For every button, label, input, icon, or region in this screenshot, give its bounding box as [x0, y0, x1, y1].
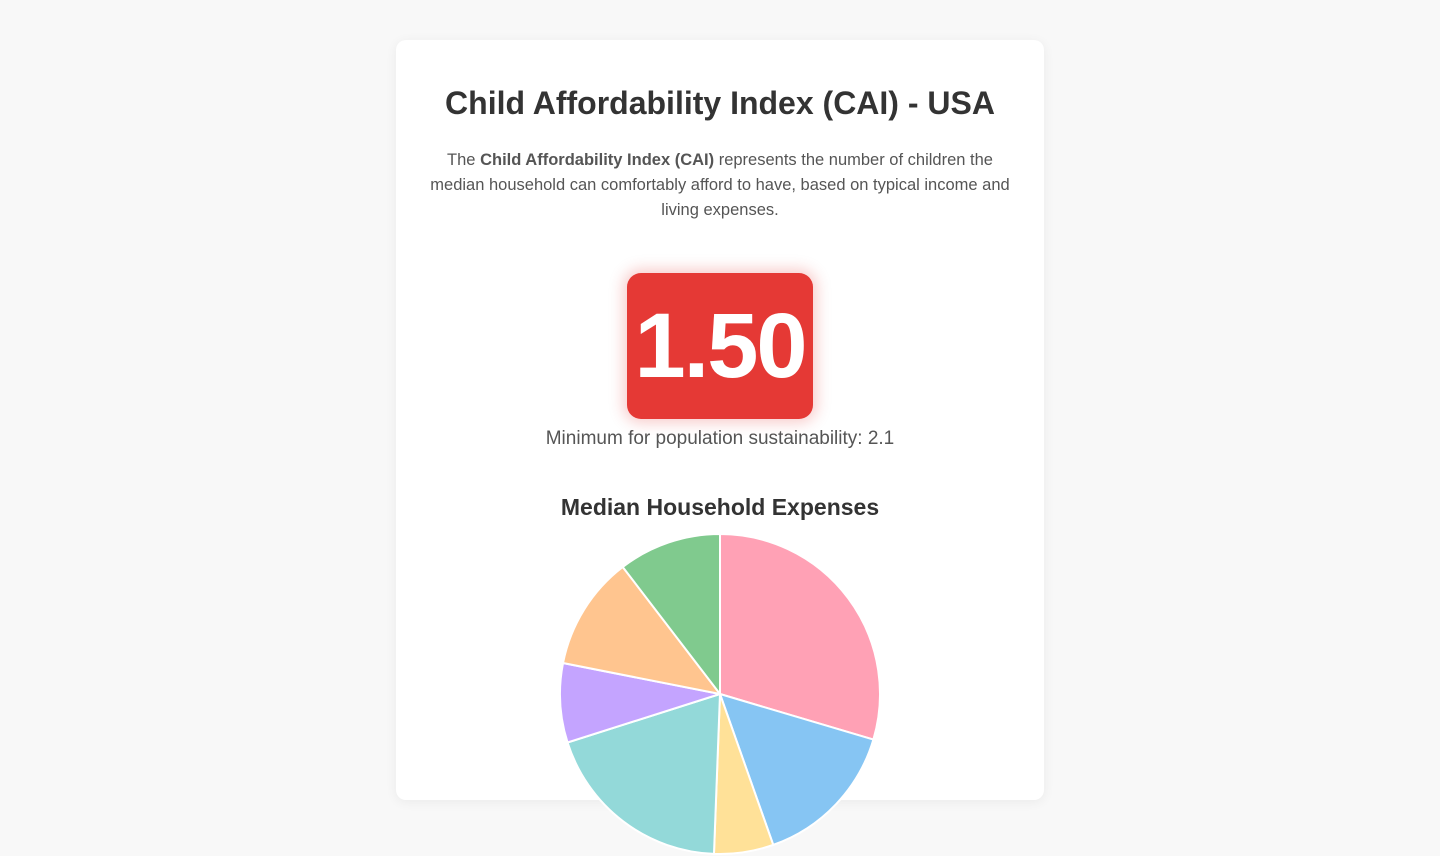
- index-value: 1.50: [634, 295, 807, 397]
- expenses-pie-chart: [558, 532, 882, 856]
- pie-svg: [559, 532, 881, 855]
- description-bold: Child Affordability Index (CAI): [480, 151, 715, 169]
- index-description: The Child Affordability Index (CAI) repr…: [420, 148, 1020, 223]
- pie-slice-1[interactable]: [719, 532, 881, 741]
- description-suffix: represents the number of children the me…: [430, 151, 1010, 219]
- index-display: 1.50: [627, 273, 813, 419]
- chart-title: Median Household Expenses: [560, 494, 880, 520]
- pie-slice-6[interactable]: [561, 565, 723, 696]
- description-prefix: The: [447, 151, 481, 169]
- page-title: Child Affordability Index (CAI) - USA: [445, 85, 995, 121]
- index-value-box: 1.50: [627, 273, 813, 419]
- cai-card: Child Affordability Index (CAI) - USA Th…: [396, 40, 1044, 855]
- sustainability-threshold: Minimum for population sustainability: 2…: [545, 428, 895, 449]
- pie-slice-7[interactable]: [621, 532, 721, 697]
